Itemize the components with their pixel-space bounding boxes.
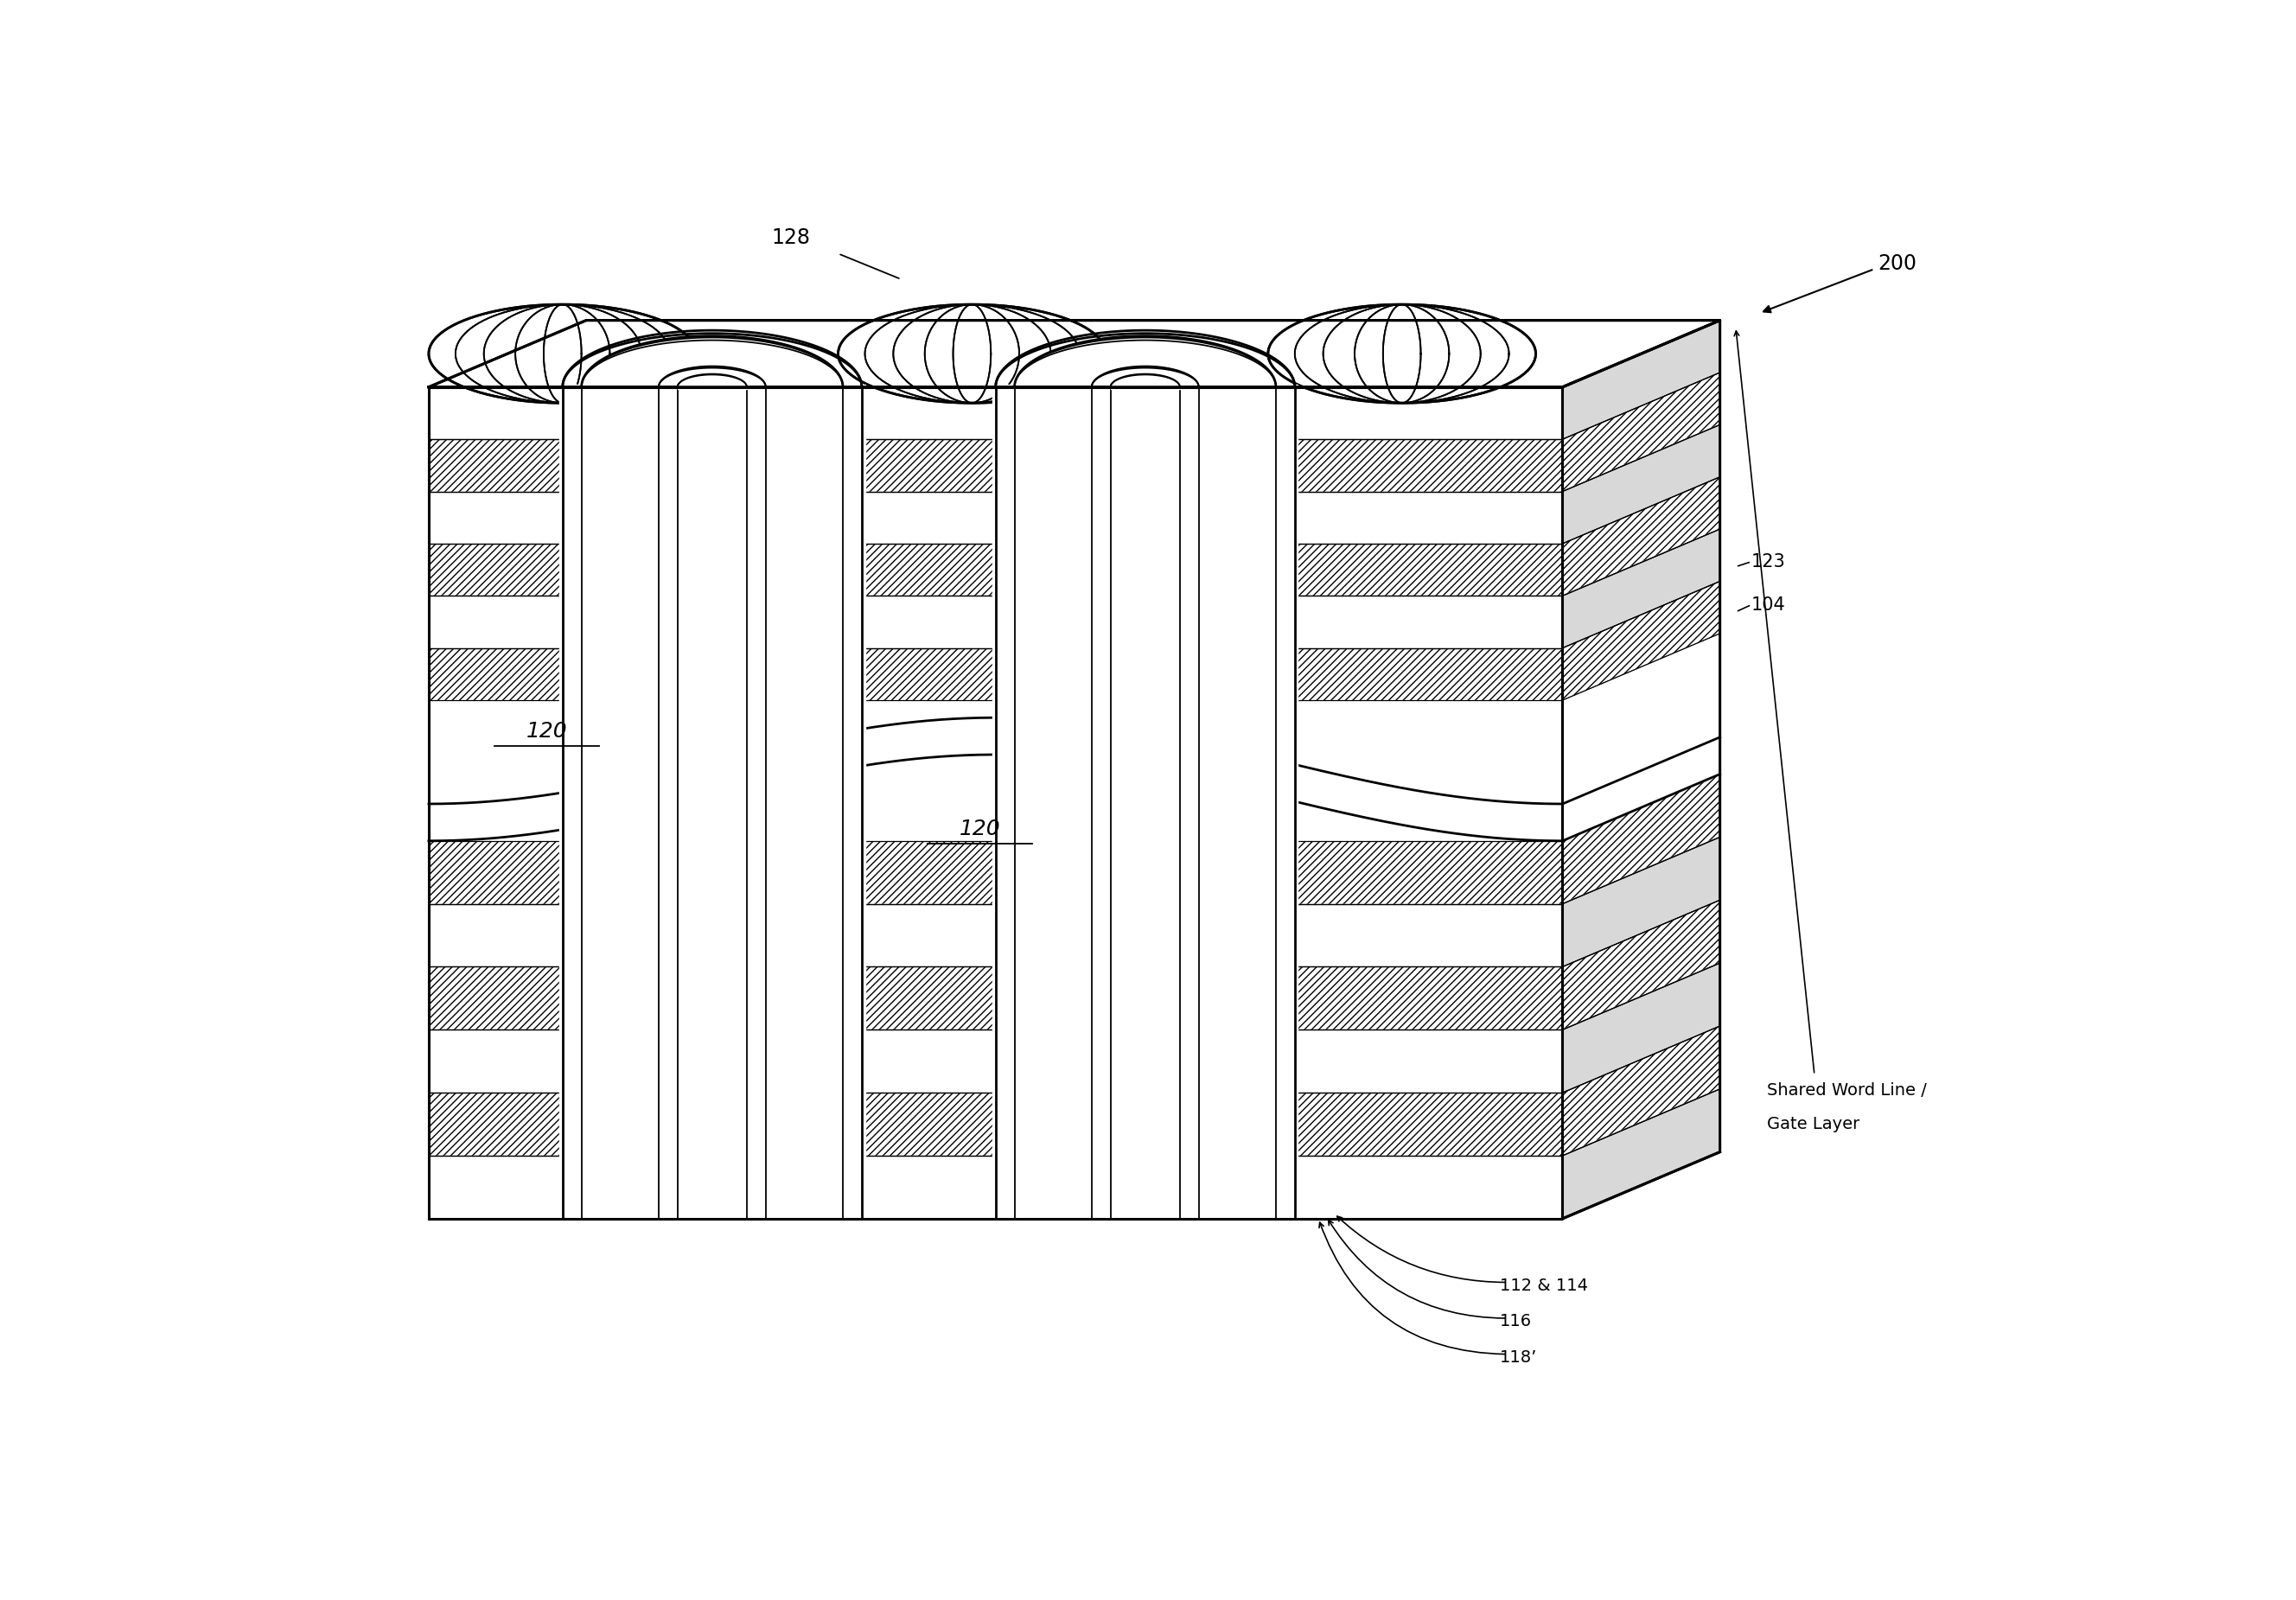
Polygon shape <box>429 1093 1564 1155</box>
Polygon shape <box>429 304 696 403</box>
Polygon shape <box>429 718 1564 842</box>
Polygon shape <box>429 595 1564 648</box>
Polygon shape <box>429 387 1564 440</box>
Polygon shape <box>1015 336 1277 387</box>
Polygon shape <box>1111 387 1180 1219</box>
Polygon shape <box>429 1155 1564 1219</box>
Polygon shape <box>1564 901 1720 1030</box>
Text: 128: 128 <box>771 227 810 248</box>
Polygon shape <box>1564 424 1720 544</box>
Text: 104: 104 <box>1752 597 1786 613</box>
Polygon shape <box>429 544 1564 595</box>
Text: 118’: 118’ <box>1499 1349 1536 1365</box>
Polygon shape <box>677 373 746 389</box>
Polygon shape <box>838 304 1107 403</box>
Polygon shape <box>1564 837 1720 966</box>
Polygon shape <box>560 386 866 1221</box>
Polygon shape <box>1564 320 1720 440</box>
Polygon shape <box>429 842 1564 904</box>
Polygon shape <box>429 320 1720 387</box>
Polygon shape <box>429 1030 1564 1093</box>
Polygon shape <box>429 904 1564 966</box>
Polygon shape <box>1564 581 1720 701</box>
Text: Gate Layer: Gate Layer <box>1768 1117 1860 1133</box>
Polygon shape <box>1564 1090 1720 1219</box>
Polygon shape <box>1564 963 1720 1093</box>
Polygon shape <box>1199 387 1277 1219</box>
Text: 200: 200 <box>1878 253 1917 274</box>
Polygon shape <box>1564 477 1720 595</box>
Polygon shape <box>429 440 1564 491</box>
Polygon shape <box>1267 304 1536 403</box>
Polygon shape <box>429 320 1720 387</box>
Polygon shape <box>1564 1090 1720 1219</box>
Polygon shape <box>1015 387 1091 1219</box>
Polygon shape <box>1564 320 1720 440</box>
Polygon shape <box>581 387 659 1219</box>
Text: 120: 120 <box>960 818 1001 838</box>
Polygon shape <box>1564 738 1720 842</box>
Polygon shape <box>1564 530 1720 648</box>
Polygon shape <box>1564 837 1720 966</box>
Polygon shape <box>677 387 746 1219</box>
Polygon shape <box>1111 373 1180 389</box>
Polygon shape <box>1564 1026 1720 1155</box>
Text: Shared Word Line /: Shared Word Line / <box>1768 1082 1926 1099</box>
Polygon shape <box>1564 963 1720 1093</box>
Polygon shape <box>765 387 843 1219</box>
Polygon shape <box>429 648 1564 701</box>
Polygon shape <box>1564 774 1720 904</box>
Polygon shape <box>429 491 1564 544</box>
Polygon shape <box>1564 530 1720 648</box>
Polygon shape <box>581 336 843 387</box>
Text: 123: 123 <box>1752 554 1786 570</box>
Text: 120: 120 <box>526 720 567 741</box>
Text: 112 & 114: 112 & 114 <box>1499 1277 1589 1294</box>
Polygon shape <box>429 966 1564 1030</box>
Polygon shape <box>992 386 1297 1221</box>
Text: 116: 116 <box>1499 1314 1531 1330</box>
Polygon shape <box>1564 424 1720 544</box>
Polygon shape <box>1564 373 1720 491</box>
